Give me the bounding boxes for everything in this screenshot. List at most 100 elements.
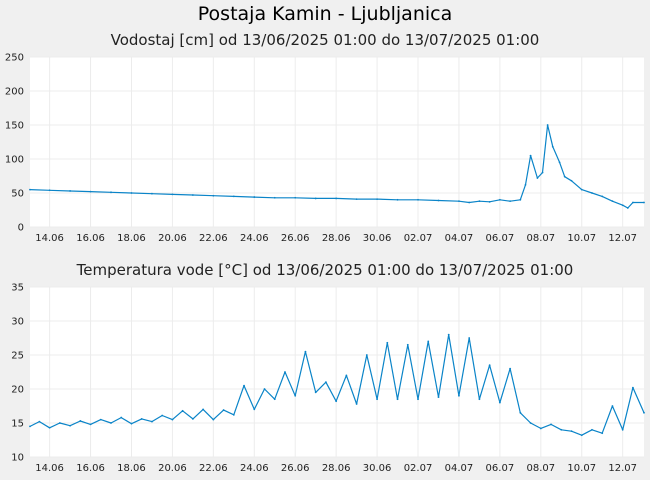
data-point bbox=[263, 388, 266, 390]
data-point bbox=[570, 430, 573, 433]
x-tick-label: 14.06 bbox=[35, 233, 64, 244]
x-tick-label: 28.06 bbox=[322, 463, 351, 474]
data-point bbox=[643, 411, 645, 414]
x-tick-label: 12.07 bbox=[608, 463, 637, 474]
data-point bbox=[69, 190, 71, 192]
data-point bbox=[89, 190, 92, 193]
data-point bbox=[345, 374, 348, 377]
y-tick-label: 250 bbox=[5, 53, 24, 64]
data-point bbox=[478, 398, 481, 401]
data-point bbox=[560, 428, 563, 431]
data-point bbox=[365, 354, 368, 356]
y-tick-label: 30 bbox=[11, 317, 24, 328]
data-point bbox=[632, 201, 634, 204]
x-tick-label: 08.07 bbox=[526, 233, 555, 244]
data-point bbox=[335, 197, 338, 200]
x-tick-label: 20.06 bbox=[158, 233, 187, 244]
data-point bbox=[243, 384, 245, 387]
data-point bbox=[376, 398, 378, 401]
x-tick-label: 26.06 bbox=[281, 233, 310, 244]
y-tick-label: 200 bbox=[5, 87, 24, 98]
data-point bbox=[580, 188, 583, 191]
x-tick-label: 24.06 bbox=[240, 463, 269, 474]
data-point bbox=[171, 418, 174, 421]
data-point bbox=[48, 189, 51, 192]
water-level-chart: Vodostaj [cm] od 13/06/2025 01:00 do 13/… bbox=[5, 31, 645, 244]
data-point bbox=[519, 198, 522, 201]
x-tick-label: 10.07 bbox=[567, 233, 596, 244]
data-point bbox=[304, 350, 307, 353]
y-tick-label: 0 bbox=[18, 223, 24, 234]
data-point bbox=[48, 426, 51, 429]
data-point bbox=[558, 161, 561, 164]
data-point bbox=[376, 198, 378, 201]
data-point bbox=[273, 398, 276, 401]
data-point bbox=[601, 432, 604, 435]
x-tick-label: 02.07 bbox=[404, 233, 433, 244]
x-tick-label: 30.06 bbox=[363, 463, 392, 474]
data-point bbox=[232, 413, 235, 416]
data-point bbox=[294, 394, 297, 397]
data-point bbox=[191, 418, 194, 420]
data-point bbox=[591, 192, 593, 194]
data-point bbox=[355, 403, 358, 405]
data-point bbox=[519, 411, 522, 414]
data-point bbox=[110, 191, 112, 194]
y-tick-label: 20 bbox=[11, 385, 24, 396]
x-tick-label: 28.06 bbox=[322, 233, 351, 244]
x-tick-label: 04.07 bbox=[445, 233, 474, 244]
data-point bbox=[611, 405, 614, 407]
data-point bbox=[580, 434, 583, 437]
x-tick-label: 02.07 bbox=[404, 463, 433, 474]
data-point bbox=[621, 204, 624, 207]
data-point bbox=[524, 183, 527, 186]
y-tick-label: 100 bbox=[5, 155, 24, 166]
data-point bbox=[69, 424, 71, 427]
x-tick-label: 06.07 bbox=[486, 463, 515, 474]
data-point bbox=[140, 418, 143, 420]
data-point bbox=[498, 198, 501, 201]
data-point bbox=[437, 396, 440, 399]
data-point bbox=[417, 198, 419, 201]
data-point bbox=[151, 192, 153, 195]
data-point bbox=[232, 195, 235, 198]
data-point bbox=[294, 196, 297, 199]
data-point bbox=[181, 409, 184, 412]
x-tick-label: 22.06 bbox=[199, 463, 228, 474]
x-tick-label: 18.06 bbox=[117, 463, 146, 474]
x-tick-label: 06.07 bbox=[486, 233, 515, 244]
data-point bbox=[541, 171, 544, 174]
data-point bbox=[406, 343, 409, 346]
data-point bbox=[99, 418, 102, 421]
data-point bbox=[29, 188, 31, 191]
y-tick-label: 50 bbox=[11, 189, 24, 200]
data-point bbox=[509, 200, 512, 203]
data-point bbox=[314, 391, 317, 394]
data-point bbox=[253, 408, 256, 411]
data-point bbox=[447, 333, 450, 336]
data-point bbox=[222, 409, 225, 411]
data-point bbox=[335, 400, 338, 403]
data-point bbox=[325, 381, 327, 384]
data-point bbox=[591, 428, 593, 431]
data-point bbox=[563, 175, 566, 178]
x-tick-label: 26.06 bbox=[281, 463, 310, 474]
data-point bbox=[427, 340, 430, 343]
data-point bbox=[130, 192, 133, 194]
data-point bbox=[626, 207, 629, 209]
y-tick-label: 25 bbox=[11, 351, 24, 362]
data-point bbox=[171, 193, 174, 196]
data-point bbox=[458, 200, 460, 203]
data-point bbox=[273, 196, 276, 199]
x-tick-label: 20.06 bbox=[158, 463, 187, 474]
data-point bbox=[468, 337, 471, 339]
x-tick-label: 24.06 bbox=[240, 233, 269, 244]
x-tick-label: 14.06 bbox=[35, 463, 64, 474]
data-point bbox=[161, 414, 164, 417]
data-point bbox=[130, 422, 133, 425]
x-tick-label: 30.06 bbox=[363, 233, 392, 244]
data-point bbox=[611, 200, 614, 203]
y-tick-label: 150 bbox=[5, 121, 24, 132]
data-point bbox=[284, 371, 286, 373]
x-tick-label: 16.06 bbox=[76, 463, 105, 474]
